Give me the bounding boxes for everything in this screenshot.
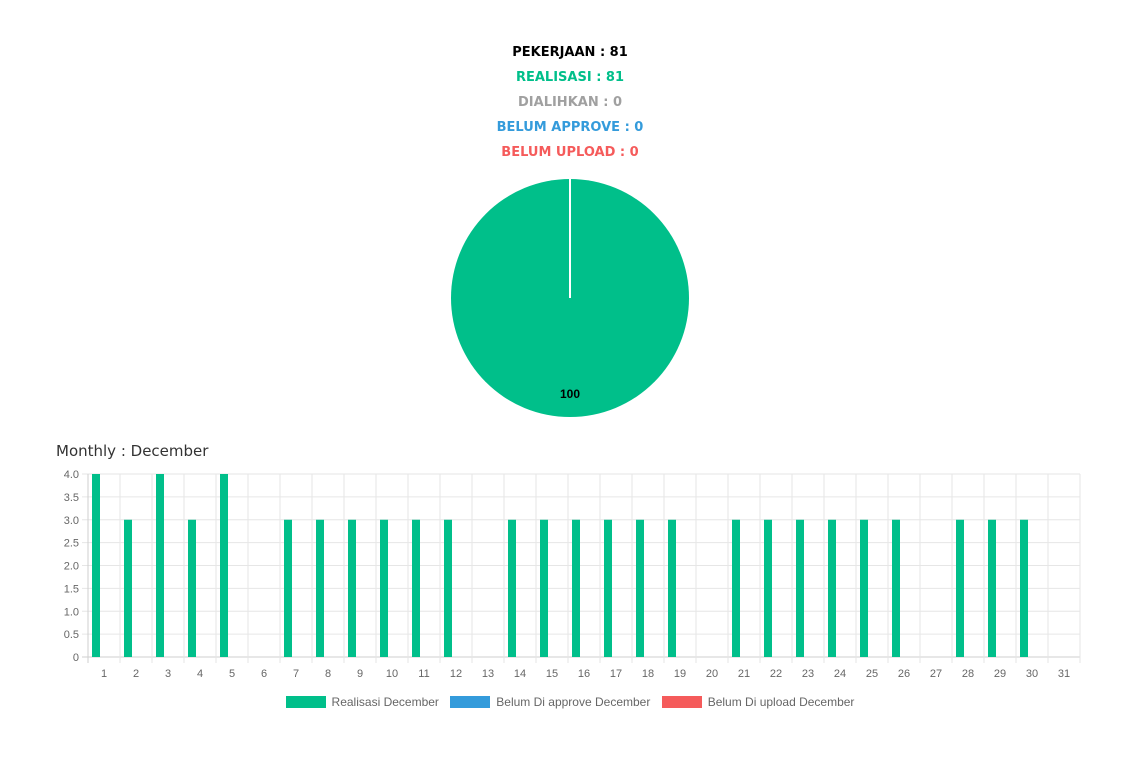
bar-realisasi-december[interactable] (412, 519, 420, 657)
x-tick-label: 27 (930, 668, 942, 680)
legend-swatch-realisasi (285, 696, 326, 709)
x-tick-label: 6 (261, 668, 267, 680)
x-tick-label: 3 (165, 668, 171, 680)
chart-legend: Realisasi December Belum Di approve Dece… (0, 694, 1140, 709)
x-tick-label: 21 (738, 668, 750, 680)
y-tick-label: 2.5 (64, 538, 79, 550)
legend-item-realisasi[interactable]: Realisasi December (285, 694, 439, 710)
belum-upload-total: BELUM UPLOAD : 0 (501, 145, 639, 160)
x-tick-label: 11 (418, 668, 429, 680)
x-tick-label: 28 (962, 668, 974, 680)
y-tick-label: 3.0 (64, 515, 79, 527)
x-tick-label: 9 (357, 668, 363, 680)
pie-chart: 100 (451, 179, 689, 417)
x-tick-label: 5 (229, 668, 235, 680)
x-tick-label: 20 (706, 668, 718, 680)
legend-label-belum-approve: Belum Di approve December (496, 695, 651, 710)
x-tick-label: 23 (802, 668, 814, 680)
x-tick-label: 10 (386, 668, 398, 680)
legend-swatch-belum-upload (661, 696, 702, 709)
belum-approve-total: BELUM APPROVE : 0 (496, 120, 644, 135)
x-tick-label: 24 (834, 668, 846, 680)
x-tick-label: 15 (546, 668, 558, 680)
y-tick-label: 0.5 (64, 629, 79, 641)
summary-block: PEKERJAAN : 81 REALISASI : 81 DIALIHKAN … (0, 40, 1140, 165)
legend-item-belum-approve[interactable]: Belum Di approve December (450, 694, 650, 709)
bar-realisasi-december[interactable] (892, 519, 900, 657)
bar-realisasi-december[interactable] (956, 519, 964, 657)
x-tick-label: 1 (101, 668, 107, 680)
y-tick-label: 3.5 (64, 492, 79, 504)
bar-realisasi-december[interactable] (316, 519, 324, 657)
bar-realisasi-december[interactable] (124, 519, 132, 657)
x-tick-label: 7 (293, 668, 299, 680)
x-tick-label: 31 (1058, 668, 1070, 680)
bar-realisasi-december[interactable] (1020, 519, 1028, 657)
x-tick-label: 17 (610, 668, 622, 680)
bar-realisasi-december[interactable] (828, 519, 836, 657)
bar-realisasi-december[interactable] (284, 519, 292, 657)
dialihkan-total: DIALIHKAN : 0 (518, 95, 622, 110)
bar-realisasi-december[interactable] (540, 519, 548, 657)
x-tick-label: 8 (325, 668, 331, 680)
x-tick-label: 19 (674, 668, 686, 680)
realisasi-total: REALISASI : 81 (515, 70, 625, 85)
bar-realisasi-december[interactable] (860, 519, 868, 657)
x-tick-label: 2 (133, 668, 139, 680)
bar-chart: 00.51.01.52.02.53.03.54.01 2 3 4 5 6 7 8 9 10 11 12… (64, 469, 1081, 680)
legend-label-realisasi: Realisasi December (331, 695, 439, 710)
bar-realisasi-december[interactable] (156, 474, 164, 657)
x-tick-label: 4 (197, 668, 203, 680)
pekerjaan-total: PEKERJAAN : 81 (512, 45, 628, 60)
y-tick-label: 1.5 (64, 583, 79, 595)
bar-realisasi-december[interactable] (444, 519, 452, 657)
x-tick-label: 26 (898, 668, 910, 680)
legend-label-belum-upload: Belum Di upload December (707, 695, 855, 710)
y-tick-label: 2.0 (64, 561, 79, 573)
bar-realisasi-december[interactable] (572, 519, 580, 657)
x-tick-label: 12 (450, 668, 462, 680)
bar-realisasi-december[interactable] (764, 519, 772, 657)
bar-realisasi-december[interactable] (508, 519, 516, 657)
bar-realisasi-december[interactable] (188, 519, 196, 657)
x-tick-label: 18 (642, 668, 654, 680)
bar-realisasi-december[interactable] (220, 474, 228, 657)
bar-realisasi-december[interactable] (668, 519, 676, 657)
legend-swatch-belum-approve (450, 696, 491, 709)
bar-realisasi-december[interactable] (604, 519, 612, 657)
y-tick-label: 4.0 (64, 469, 79, 481)
pie-data-label: 100 (560, 387, 580, 401)
legend-item-belum-upload[interactable]: Belum Di upload December (661, 694, 855, 710)
x-tick-label: 29 (994, 668, 1006, 680)
bar-realisasi-december[interactable] (348, 519, 356, 657)
x-tick-label: 16 (578, 668, 590, 680)
x-tick-label: 22 (770, 668, 782, 680)
x-tick-label: 13 (482, 668, 494, 680)
bar-realisasi-december[interactable] (92, 474, 100, 657)
bar-realisasi-december[interactable] (636, 519, 644, 657)
bar-realisasi-december[interactable] (988, 519, 996, 657)
y-tick-label: 1.0 (64, 606, 79, 618)
y-tick-label: 0 (73, 652, 79, 664)
x-tick-label: 25 (866, 668, 878, 680)
monthly-title: Monthly : December (56, 442, 209, 460)
x-tick-label: 14 (514, 668, 526, 680)
bar-realisasi-december[interactable] (796, 519, 804, 657)
bar-realisasi-december[interactable] (380, 519, 388, 657)
x-tick-label: 30 (1026, 668, 1038, 680)
bar-realisasi-december[interactable] (732, 519, 740, 657)
